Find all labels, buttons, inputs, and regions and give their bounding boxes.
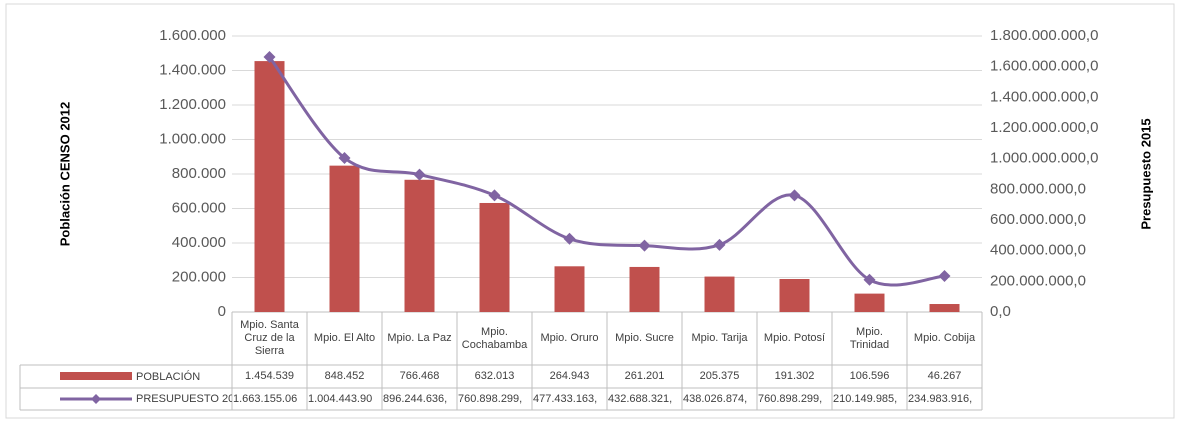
bar bbox=[404, 179, 435, 312]
category-label: Mpio. El Alto bbox=[313, 332, 376, 344]
category-label: Mpio. Tarija bbox=[691, 332, 748, 344]
marker bbox=[938, 269, 951, 282]
table-value: 1.454.539 bbox=[245, 370, 294, 382]
y-tick-label: 1.400.000 bbox=[159, 61, 226, 78]
y2-tick-label: 1.400.000.000,0 bbox=[990, 88, 1098, 105]
category-label: Mpio. Trinidad bbox=[849, 325, 890, 351]
marker bbox=[863, 273, 876, 286]
table-value: 438.026.874, bbox=[683, 393, 748, 405]
table-value: 432.688.321, bbox=[608, 393, 673, 405]
table-value: 477.433.163, bbox=[533, 393, 598, 405]
y-tick-label: 200.000 bbox=[172, 268, 226, 285]
y2-tick-label: 200.000.000,0 bbox=[990, 272, 1086, 289]
category-label: Mpio. Potosí bbox=[763, 332, 826, 344]
bar bbox=[554, 266, 585, 312]
table-value: 106.596 bbox=[849, 370, 890, 382]
y2-tick-label: 1.200.000.000,0 bbox=[990, 119, 1098, 136]
legend-key bbox=[60, 372, 132, 380]
table-value: 210.149.985, bbox=[833, 393, 898, 405]
y-tick-label: 600.000 bbox=[172, 199, 226, 216]
table-value: 848.452 bbox=[324, 370, 365, 382]
y2-tick-label: 1.000.000.000,0 bbox=[990, 150, 1098, 167]
y2-tick-label: 600.000.000,0 bbox=[990, 211, 1086, 228]
line bbox=[268, 56, 945, 287]
table-value: 261.201 bbox=[624, 370, 665, 382]
y-tick-label: 0 bbox=[218, 303, 226, 320]
table-value: 205.375 bbox=[699, 370, 740, 382]
category-label: Mpio. Santa Cruz de la Sierra bbox=[240, 319, 299, 357]
table-value: 760.898.299, bbox=[758, 393, 823, 405]
y2-tick-label: 0,0 bbox=[990, 303, 1011, 320]
table-value: 234.983.916, bbox=[908, 393, 973, 405]
bar bbox=[704, 276, 735, 312]
category-label: Mpio. Cochabamba bbox=[461, 325, 528, 351]
y2-tick-label: 1.800.000.000,0 bbox=[990, 27, 1098, 44]
table-value: 46.267 bbox=[927, 370, 962, 382]
legend-label: POBLACIÓN bbox=[136, 370, 201, 383]
marker bbox=[788, 189, 801, 202]
bar bbox=[479, 202, 510, 312]
y-axis-title: Población CENSO 2012 bbox=[57, 102, 72, 247]
table-value: 1.663.155.06 bbox=[233, 393, 298, 405]
table-value: 1.004.443.90 bbox=[308, 393, 373, 405]
legend-key bbox=[91, 394, 101, 404]
y2-tick-label: 400.000.000,0 bbox=[990, 242, 1086, 259]
y2-tick-label: 1.600.000.000,0 bbox=[990, 58, 1098, 75]
y-tick-label: 1.000.000 bbox=[159, 130, 226, 147]
y-tick-label: 800.000 bbox=[172, 165, 226, 182]
y-tick-label: 400.000 bbox=[172, 234, 226, 251]
y-tick-label: 1.200.000 bbox=[159, 96, 226, 113]
bar bbox=[629, 266, 660, 312]
marker bbox=[563, 232, 576, 245]
table-value: 760.898.299, bbox=[458, 393, 523, 405]
bar bbox=[329, 165, 360, 312]
legend-label: PRESUPUESTO 2015 bbox=[136, 393, 232, 405]
y-tick-label: 1.600.000 bbox=[159, 27, 226, 44]
bar bbox=[929, 304, 960, 312]
y2-axis-title: Presupuesto 2015 bbox=[1138, 118, 1153, 229]
category-label: Mpio. La Paz bbox=[387, 332, 452, 344]
bar bbox=[779, 279, 810, 312]
bar bbox=[254, 61, 285, 312]
marker bbox=[338, 151, 351, 164]
marker bbox=[413, 168, 426, 181]
category-label: Mpio. Sucre bbox=[615, 332, 674, 344]
table-value: 191.302 bbox=[774, 370, 815, 382]
category-label: Mpio. Cobija bbox=[913, 332, 976, 344]
table-value: 896.244.636, bbox=[383, 393, 448, 405]
marker bbox=[638, 239, 651, 252]
table-value: 632.013 bbox=[474, 370, 515, 382]
chart-border bbox=[5, 3, 1175, 419]
table-value: 264.943 bbox=[549, 370, 590, 382]
marker bbox=[713, 238, 726, 251]
table-value: 766.468 bbox=[399, 370, 440, 382]
marker bbox=[488, 189, 501, 202]
category-label: Mpio. Oruro bbox=[540, 332, 599, 344]
y2-tick-label: 800.000.000,0 bbox=[990, 180, 1086, 197]
bar bbox=[854, 293, 885, 312]
marker bbox=[263, 50, 276, 63]
